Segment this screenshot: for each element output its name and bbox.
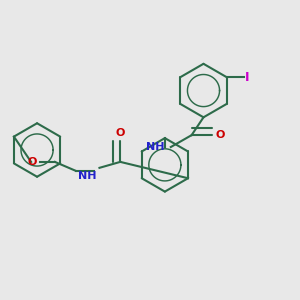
- Text: I: I: [244, 71, 249, 84]
- Text: NH: NH: [146, 142, 165, 152]
- Text: O: O: [28, 157, 37, 167]
- Text: O: O: [215, 130, 225, 140]
- Text: NH: NH: [78, 171, 97, 181]
- Text: O: O: [116, 128, 125, 138]
